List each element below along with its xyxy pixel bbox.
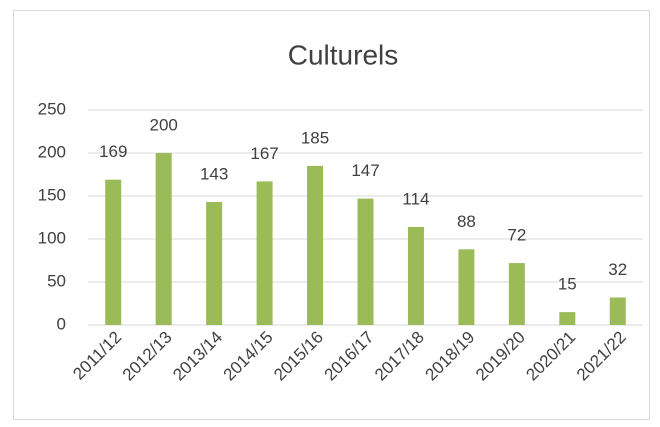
data-label: 167 — [250, 144, 278, 163]
bar — [559, 312, 576, 325]
y-tick-label: 100 — [38, 228, 66, 247]
bar — [508, 263, 525, 325]
bar — [609, 297, 626, 325]
bar — [206, 202, 223, 325]
data-label: 200 — [149, 115, 177, 134]
y-tick-label: 0 — [57, 314, 66, 333]
data-label: 143 — [200, 165, 228, 184]
bar — [256, 181, 273, 325]
data-label: 88 — [457, 212, 476, 231]
bar — [307, 165, 324, 325]
y-tick-label: 50 — [47, 271, 66, 290]
data-label: 32 — [608, 260, 627, 279]
y-tick-label: 250 — [38, 99, 66, 118]
y-tick-label: 200 — [38, 142, 66, 161]
y-tick-label: 150 — [38, 185, 66, 204]
data-label: 147 — [351, 161, 379, 180]
bar — [155, 153, 172, 325]
chart-title: Culturels — [288, 39, 398, 70]
bar — [407, 226, 424, 325]
data-label: 15 — [558, 275, 577, 294]
data-label: 72 — [507, 226, 526, 245]
data-label: 185 — [301, 128, 329, 147]
bar — [458, 249, 475, 325]
bar — [105, 179, 122, 325]
data-label: 169 — [99, 142, 127, 161]
data-label: 114 — [402, 189, 429, 208]
bar — [357, 198, 374, 325]
